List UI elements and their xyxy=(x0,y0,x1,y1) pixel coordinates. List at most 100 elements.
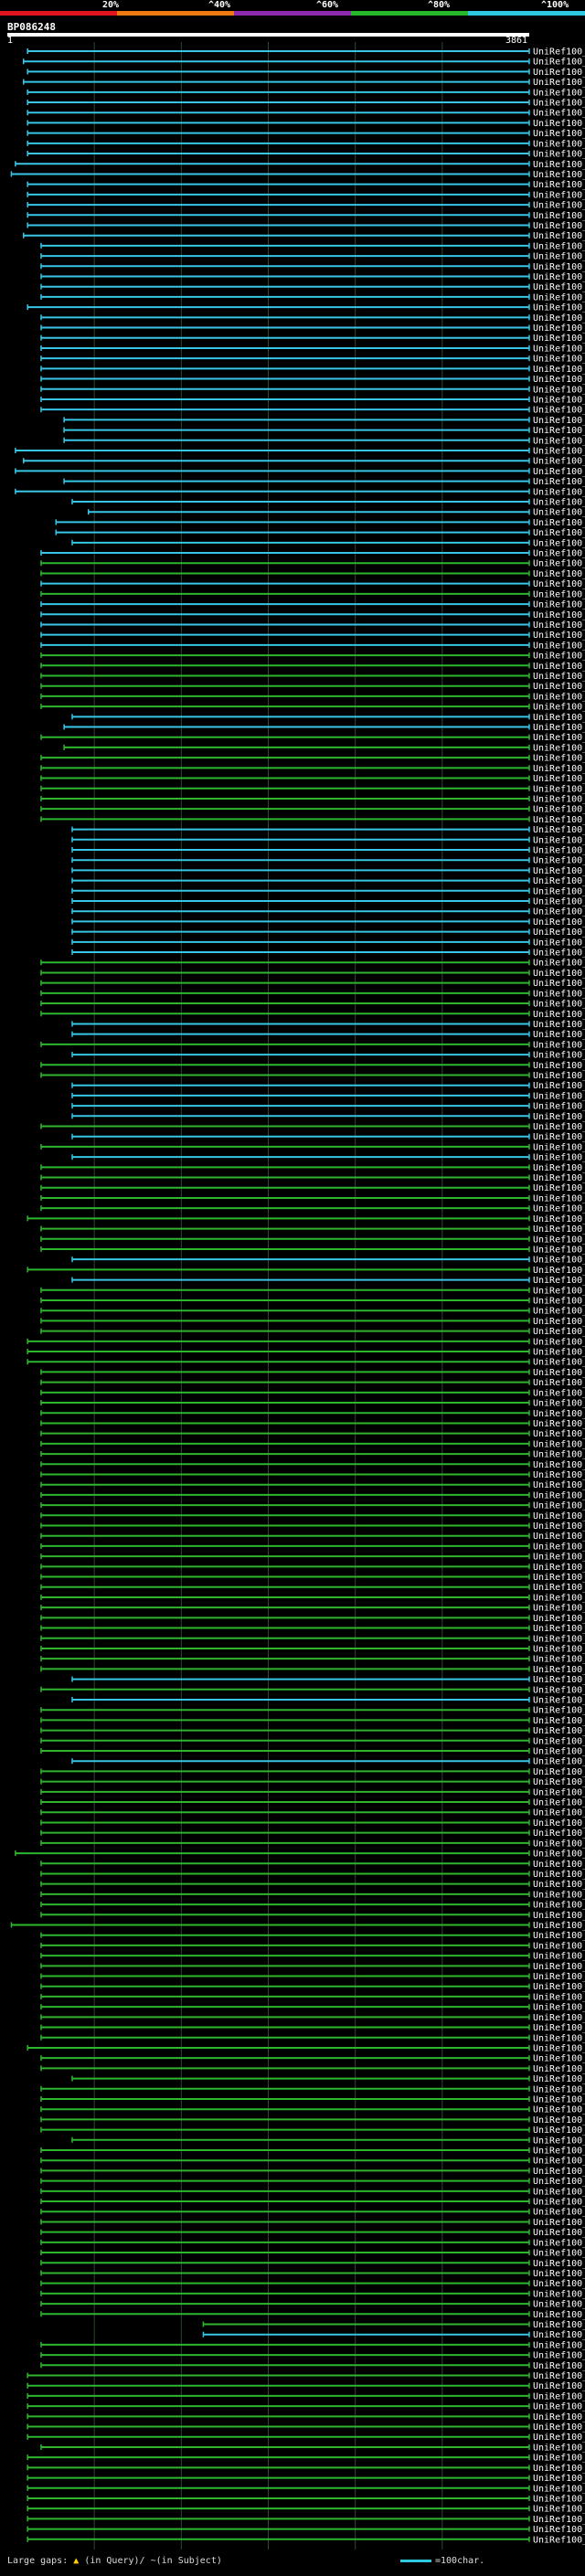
hit-label[interactable]: UniRef100_Q8FF87 xyxy=(533,2218,585,2228)
hit-label[interactable]: UniRef100_A9UPN2 xyxy=(533,2094,585,2104)
hit-label[interactable]: UniRef100_C5SKW3 xyxy=(533,1091,585,1101)
hit-label[interactable]: UniRef100_A6YRV8 xyxy=(533,1553,585,1563)
hit-label[interactable]: UniRef100_B2YHM2 xyxy=(533,559,585,569)
hit-label[interactable]: UniRef100_B8PWK0 xyxy=(533,1010,585,1020)
hit-label[interactable]: UniRef100_B4L7K0 xyxy=(533,1655,585,1665)
hit-label[interactable]: UniRef100_UP1000… xyxy=(533,1992,585,2002)
hit-label[interactable]: UniRef100_B4G194 xyxy=(533,150,585,160)
hit-label[interactable]: UniRef100_A9TDM1 xyxy=(533,416,585,426)
hit-label[interactable]: UniRef100_Q01661 xyxy=(533,2147,585,2157)
hit-label[interactable]: UniRef100_UP1000… xyxy=(533,1962,585,1972)
hit-label[interactable]: UniRef100_Q4S7T4 xyxy=(533,2125,585,2136)
hit-label[interactable]: UniRef100_C1BJF4 xyxy=(533,1501,585,1511)
hit-label[interactable]: UniRef100_B0X6V6 xyxy=(533,2289,585,2299)
hit-label[interactable]: UniRef100_A8WG35 xyxy=(533,2136,585,2146)
hit-label[interactable]: UniRef100_P38981 xyxy=(533,672,585,682)
hit-label[interactable]: UniRef100_B4FZ84 xyxy=(533,190,585,200)
hit-label[interactable]: UniRef100_Q6P8D1 xyxy=(533,989,585,999)
hit-label[interactable]: UniRef100_Q1HQU8 xyxy=(533,109,585,119)
hit-label[interactable]: UniRef100_C1GUB6 xyxy=(533,876,585,886)
hit-label[interactable]: UniRef100_B6Q3G2 xyxy=(533,1276,585,1286)
hit-label[interactable]: UniRef100_A3RLT6 xyxy=(533,662,585,672)
hit-label[interactable]: UniRef100_A7TEU3 xyxy=(533,2391,585,2401)
hit-label[interactable]: UniRef100_Q29J14 xyxy=(533,1040,585,1050)
hit-label[interactable]: UniRef100_A9NV56 xyxy=(533,252,585,262)
hit-label[interactable]: UniRef100_C3ZLL1 xyxy=(533,1726,585,1736)
hit-label[interactable]: UniRef100_A6S925 xyxy=(533,406,585,416)
hit-label[interactable]: UniRef100_Q5BEY1 xyxy=(533,1829,585,1839)
hit-label[interactable]: UniRef100_Q5KYS4 xyxy=(533,1030,585,1040)
hit-label[interactable]: UniRef100_A6R5S1 xyxy=(533,2115,585,2125)
hit-label[interactable]: UniRef100_Q5A926 xyxy=(533,610,585,620)
hit-label[interactable]: UniRef100_UP1000… xyxy=(533,1767,585,1777)
hit-label[interactable]: UniRef100_A7T1I7 xyxy=(533,2381,585,2391)
hit-label[interactable]: UniRef100_UP1000… xyxy=(533,2310,585,2320)
hit-label[interactable]: UniRef100_A2QE32 xyxy=(533,897,585,907)
hit-label[interactable]: UniRef100_C6TEL2 xyxy=(533,282,585,292)
hit-label[interactable]: UniRef100_Q6V4W8 xyxy=(533,2074,585,2084)
hit-label[interactable]: UniRef100_UP1000… xyxy=(533,733,585,743)
hit-label[interactable]: UniRef100_B4FTD2 xyxy=(533,211,585,221)
hit-label[interactable]: UniRef100_B6TBX2 xyxy=(533,303,585,313)
hit-label[interactable]: UniRef100_B9NH44 xyxy=(533,487,585,497)
hit-label[interactable]: UniRef100_UP1000… xyxy=(533,1409,585,1419)
hit-label[interactable]: UniRef100_B0D174 xyxy=(533,600,585,610)
hit-label[interactable]: UniRef100_A9T6E0 xyxy=(533,477,585,487)
hit-label[interactable]: UniRef100_B6HS13 xyxy=(533,938,585,948)
hit-label[interactable]: UniRef100_Q0H6Q2 xyxy=(533,272,585,282)
hit-label[interactable]: UniRef100_P32905 xyxy=(533,2505,585,2515)
hit-label[interactable]: UniRef100_C1GLP4 xyxy=(533,866,585,876)
hit-label[interactable]: UniRef100_Q4KTE2 xyxy=(533,1317,585,1327)
hit-label[interactable]: UniRef100_A7A0J2 xyxy=(533,2525,585,2535)
hit-label[interactable]: UniRef100_Q6DD80 xyxy=(533,784,585,794)
hit-label[interactable]: UniRef100_B8K1X7 xyxy=(533,1532,585,1542)
hit-label[interactable]: UniRef100_P46769 xyxy=(533,2105,585,2115)
hit-label[interactable]: UniRef100_C6HZ28 xyxy=(533,1245,585,1255)
hit-label[interactable]: UniRef100_B7FID3 xyxy=(533,170,585,180)
hit-label[interactable]: UniRef100_A4HC0 xyxy=(533,2340,585,2350)
hit-label[interactable]: UniRef100_Q6UNN0 xyxy=(533,969,585,979)
hit-label[interactable]: UniRef100_B7Q2B6 xyxy=(533,631,585,641)
hit-label[interactable]: UniRef100_B9GUX6 xyxy=(533,334,585,344)
hit-label[interactable]: UniRef100_Q3S9A0 xyxy=(533,467,585,477)
hit-label[interactable]: UniRef100_Q0UR95 xyxy=(533,723,585,733)
hit-label[interactable]: UniRef100_Q38M60 xyxy=(533,508,585,518)
hit-label[interactable]: UniRef100_C4QYK0 xyxy=(533,2454,585,2464)
hit-label[interactable]: UniRef100_Q6GRE3 xyxy=(533,764,585,774)
hit-label[interactable]: UniRef100_Q5B8F8 xyxy=(533,928,585,938)
hit-label[interactable]: UniRef100_B9SVA6 xyxy=(533,221,585,231)
hit-label[interactable]: UniRef100_UP1000… xyxy=(533,1419,585,1429)
hit-label[interactable]: UniRef100_B0CSP3 xyxy=(533,1112,585,1122)
hit-label[interactable]: UniRef100_A9S4V0 xyxy=(533,436,585,446)
hit-label[interactable]: UniRef100_UP1000… xyxy=(533,1388,585,1398)
hit-label[interactable]: UniRef100_A2VNQ0 xyxy=(533,68,585,78)
hit-label[interactable]: UniRef100_C1GRJ5 xyxy=(533,2443,585,2453)
hit-label[interactable]: UniRef100_Q24KD3 xyxy=(533,262,585,272)
hit-label[interactable]: UniRef100_UP1000… xyxy=(533,1890,585,1900)
hit-label[interactable]: UniRef100_UP1000… xyxy=(533,2003,585,2013)
hit-label[interactable]: UniRef100_B6K1S2 xyxy=(533,1224,585,1235)
hit-label[interactable]: UniRef100_C5U9K3 xyxy=(533,1450,585,1460)
hit-label[interactable]: UniRef100_UP1000… xyxy=(533,907,585,917)
hit-label[interactable]: UniRef100_C5KXN4 xyxy=(533,1870,585,1880)
hit-label[interactable]: UniRef100_A6DLD0 xyxy=(533,2402,585,2412)
hit-label[interactable]: UniRef100_B2VY36 xyxy=(533,743,585,753)
hit-label[interactable]: UniRef100_UP1000… xyxy=(533,1952,585,1962)
hit-label[interactable]: UniRef100_UP1000… xyxy=(533,703,585,713)
hit-label[interactable]: UniRef100_P38980 xyxy=(533,569,585,579)
hit-label[interactable]: UniRef100_Q5S2H6 xyxy=(533,1521,585,1532)
hit-label[interactable]: UniRef100_UP1000… xyxy=(533,1337,585,1347)
hit-label[interactable]: UniRef100_UP1000… xyxy=(533,2279,585,2289)
hit-label[interactable]: UniRef100_UP1000… xyxy=(533,1972,585,1982)
hit-label[interactable]: UniRef100_C1BM34 xyxy=(533,1297,585,1307)
hit-label[interactable]: UniRef100_UP1000… xyxy=(533,1480,585,1490)
hit-label[interactable]: UniRef100_B0S9E9 xyxy=(533,713,585,723)
hit-label[interactable]: UniRef100_Q1HQU9 xyxy=(533,99,585,109)
hit-label[interactable]: UniRef100_Q6YJX5 xyxy=(533,1173,585,1183)
hit-label[interactable]: UniRef100_C4HBF9 xyxy=(533,1183,585,1193)
hit-label[interactable]: UniRef100_C5FD74 xyxy=(533,1132,585,1142)
hit-label[interactable]: UniRef100_C5E2K3 xyxy=(533,2484,585,2494)
hit-label[interactable]: UniRef100_Q7ZUO7 xyxy=(533,959,585,969)
hit-label[interactable]: UniRef100_B3P9J3 xyxy=(533,805,585,815)
hit-label[interactable]: UniRef100_UP1000… xyxy=(533,1460,585,1470)
